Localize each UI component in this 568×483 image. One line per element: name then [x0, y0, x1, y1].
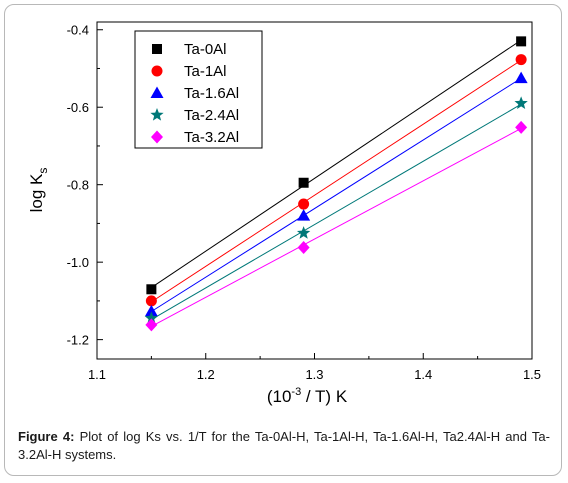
data-point [514, 96, 528, 110]
data-point [514, 71, 528, 84]
x-tick-label: 1.1 [88, 367, 106, 382]
fit-line [151, 77, 522, 312]
legend-marker [150, 86, 164, 98]
caption-text: Plot of log Ks vs. 1/T for the Ta-0Al-H,… [18, 429, 550, 462]
legend-label: Ta-3.2Al [184, 129, 239, 146]
data-point [145, 295, 157, 307]
x-tick-label: 1.5 [523, 367, 541, 382]
data-point [296, 226, 311, 239]
y-axis-label: log Ks [27, 168, 50, 213]
legend-marker [151, 130, 163, 144]
fit-line [151, 59, 522, 303]
legend-marker [150, 108, 164, 121]
caption-label: Figure 4: [18, 429, 75, 444]
legend-label: Ta-2.4Al [184, 107, 239, 124]
x-axis-label: (10-3 / T) K [267, 386, 348, 406]
y-tick-label: -1.2 [67, 333, 89, 348]
fit-line [151, 103, 522, 321]
fit-line [151, 39, 522, 288]
y-tick-label: -1.0 [67, 255, 89, 270]
data-point [146, 284, 157, 295]
data-point [144, 311, 159, 324]
legend-marker [151, 65, 163, 77]
y-tick-label: -0.6 [67, 100, 89, 115]
y-tick-label: -0.4 [67, 23, 89, 38]
legend-marker [152, 44, 162, 54]
x-tick-label: 1.2 [197, 367, 215, 382]
x-tick-label: 1.4 [414, 367, 432, 382]
legend-label: Ta-1.6Al [184, 85, 239, 102]
data-point [516, 36, 527, 47]
data-point [297, 240, 310, 254]
data-point [298, 177, 309, 188]
data-point [298, 198, 310, 210]
data-point [297, 209, 311, 221]
figure-caption: Figure 4: Plot of log Ks vs. 1/T for the… [18, 428, 550, 464]
x-tick-label: 1.3 [305, 367, 323, 382]
legend-label: Ta-1Al [184, 63, 227, 80]
data-point [145, 318, 158, 332]
data-point [515, 54, 527, 66]
y-tick-label: -0.8 [67, 178, 89, 193]
fit-line [151, 127, 522, 327]
data-point [515, 120, 528, 134]
data-point [144, 304, 158, 317]
legend-label: Ta-0Al [184, 41, 227, 58]
